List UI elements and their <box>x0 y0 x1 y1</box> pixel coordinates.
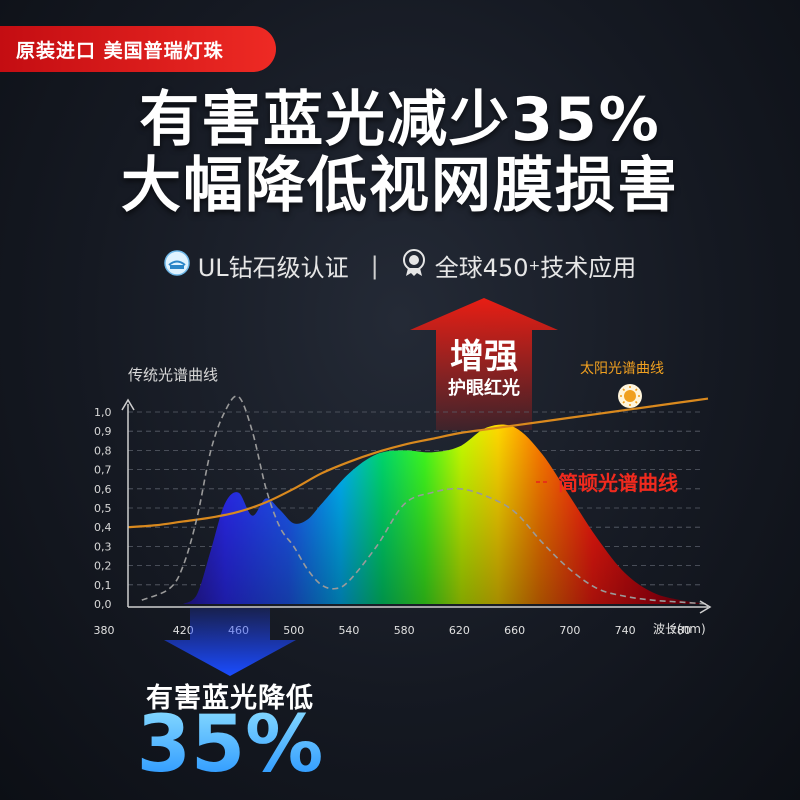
global-tech-suffix: 技术应用 <box>540 254 637 282</box>
blue-reduction-label: 有害蓝光降低 <box>146 683 314 714</box>
x-tick-label: 580 <box>394 624 415 637</box>
sun-curve-label: 太阳光谱曲线 <box>580 361 664 377</box>
global-tech-sup: + <box>528 257 541 274</box>
x-tick-label: 540 <box>338 624 359 637</box>
y-tick-label: 0,9 <box>94 425 112 438</box>
y-tick-labels: 0,0 0,1 0,2 0,3 0,4 0,5 0,6 0,7 0,8 0,9 1,0 <box>94 406 112 611</box>
x-tick-label: 420 <box>173 624 194 637</box>
y-tick-label: 0,4 <box>94 521 112 534</box>
x-tick-label: 660 <box>504 624 525 637</box>
traditional-spectrum-line <box>141 395 709 605</box>
blue-reduction-value: 35% <box>130 700 330 790</box>
y-tick-label: 0,8 <box>94 444 112 457</box>
award-medal-icon <box>401 248 427 283</box>
blue-light-down-arrow <box>164 608 296 676</box>
certifications-row: UL钻石级认证 | 全球450 + 技术应用 <box>0 248 800 283</box>
badge-text: 原装进口 美国普瑞灯珠 <box>16 39 224 62</box>
x-tick-label: 620 <box>449 624 470 637</box>
jd-spectrum-shade <box>183 424 708 604</box>
x-tick-label: 380 <box>94 624 115 637</box>
y-tick-label: 0,3 <box>94 540 112 553</box>
x-tick-label: 700 <box>559 624 580 637</box>
cert-separator: | <box>370 251 379 280</box>
y-tick-label: 0,6 <box>94 483 112 496</box>
y-tick-label: 0,1 <box>94 579 112 592</box>
global-tech-prefix: 全球450 <box>434 254 529 282</box>
y-tick-label: 0,7 <box>94 464 112 477</box>
ul-certification-text: UL钻石级认证 <box>197 254 349 282</box>
y-axis-arrow <box>121 398 135 411</box>
x-axis-arrow <box>699 600 712 614</box>
headline-line2: 大幅降低视网膜损害 <box>121 151 679 221</box>
x-tick-label: 780 <box>670 624 691 637</box>
x-tick-labels: 380420460500540580620660700740780 <box>94 624 691 637</box>
x-tick-label: 740 <box>615 624 636 637</box>
traditional-curve-label: 传统光谱曲线 <box>128 366 218 384</box>
x-tick-label: 500 <box>283 624 304 637</box>
headline-line1: 有害蓝光减少35% <box>139 85 661 155</box>
y-tick-label: 0,2 <box>94 560 112 573</box>
ul-certification-icon <box>163 249 190 282</box>
promo-badge: 原装进口 美国普瑞灯珠 <box>0 26 276 72</box>
arrow-up-line2: 护眼红光 <box>448 377 520 399</box>
jd-curve-label: 简顿光谱曲线 <box>558 471 678 495</box>
y-tick-label: 0,5 <box>94 502 112 515</box>
y-tick-label: 1,0 <box>94 406 112 419</box>
y-tick-label: 0,0 <box>94 598 112 611</box>
arrow-up-line1: 增强 <box>450 337 518 377</box>
sun-spectrum-line <box>127 397 709 529</box>
sun-icon <box>618 384 642 408</box>
x-axis-label: 波长(nm) <box>653 622 706 636</box>
red-light-up-arrow <box>410 298 558 430</box>
